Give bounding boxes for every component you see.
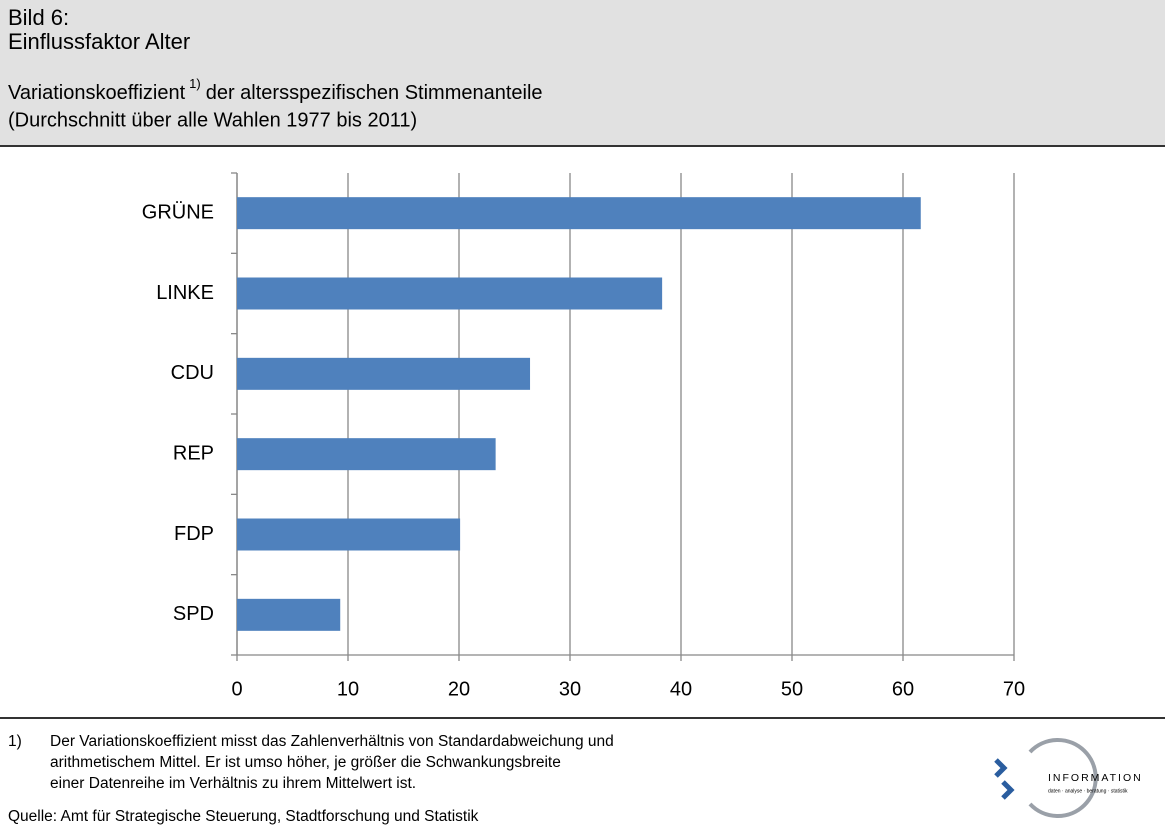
- bar: [237, 197, 921, 230]
- footnote: arithmetischem Mittel. Er ist umso höher…: [50, 754, 561, 771]
- logo: INFORMATION daten · analyse · beratung ·…: [994, 738, 1143, 818]
- y-tick-label: REP: [173, 442, 214, 464]
- bar: [237, 598, 341, 631]
- y-tick-label: SPD: [173, 603, 214, 625]
- title: Einflussfaktor Alter: [8, 29, 190, 54]
- x-tick-label: 20: [448, 678, 470, 700]
- x-tick-label: 10: [337, 678, 359, 700]
- subtitle-text: Variationskoeffizient: [8, 82, 186, 104]
- bar: [237, 277, 663, 310]
- header-background: [0, 0, 1165, 146]
- bar: [237, 438, 496, 471]
- x-tick-label: 0: [231, 678, 242, 700]
- y-tick-label: GRÜNE: [142, 201, 214, 223]
- logo-name: INFORMATION: [1048, 772, 1143, 784]
- title: Bild 6:: [8, 5, 69, 30]
- x-tick-label: 60: [892, 678, 914, 700]
- x-tick-label: 30: [559, 678, 581, 700]
- y-tick-label: FDP: [174, 523, 214, 545]
- footnote-mark: 1): [8, 733, 22, 750]
- footnote-mark: 1): [189, 76, 201, 91]
- footnote: Der Variationskoeffizient misst das Zahl…: [50, 733, 614, 750]
- y-tick-label: LINKE: [156, 282, 214, 304]
- logo-tagline: daten · analyse · beratung · statistik: [1048, 788, 1128, 794]
- logo-arc: [1028, 738, 1098, 818]
- x-tick-label: 40: [670, 678, 692, 700]
- bar: [237, 357, 531, 390]
- bar: [237, 518, 461, 551]
- logo-chevron: [994, 758, 1008, 778]
- footnote: einer Datenreihe im Verhältnis zu ihrem …: [50, 775, 416, 792]
- subtitle: Variationskoeffizient 1) der altersspezifi…: [8, 76, 543, 104]
- source: Quelle: Amt für Strategische Steuerung, …: [8, 808, 479, 825]
- subtitle-text: der altersspezifischen Stimmenanteile: [206, 82, 543, 104]
- subtitle: (Durchschnitt über alle Wahlen 1977 bis …: [8, 109, 417, 131]
- x-tick-label: 50: [781, 678, 803, 700]
- x-tick-label: 70: [1003, 678, 1025, 700]
- y-tick-label: CDU: [171, 362, 214, 384]
- logo-chevron: [1001, 780, 1015, 800]
